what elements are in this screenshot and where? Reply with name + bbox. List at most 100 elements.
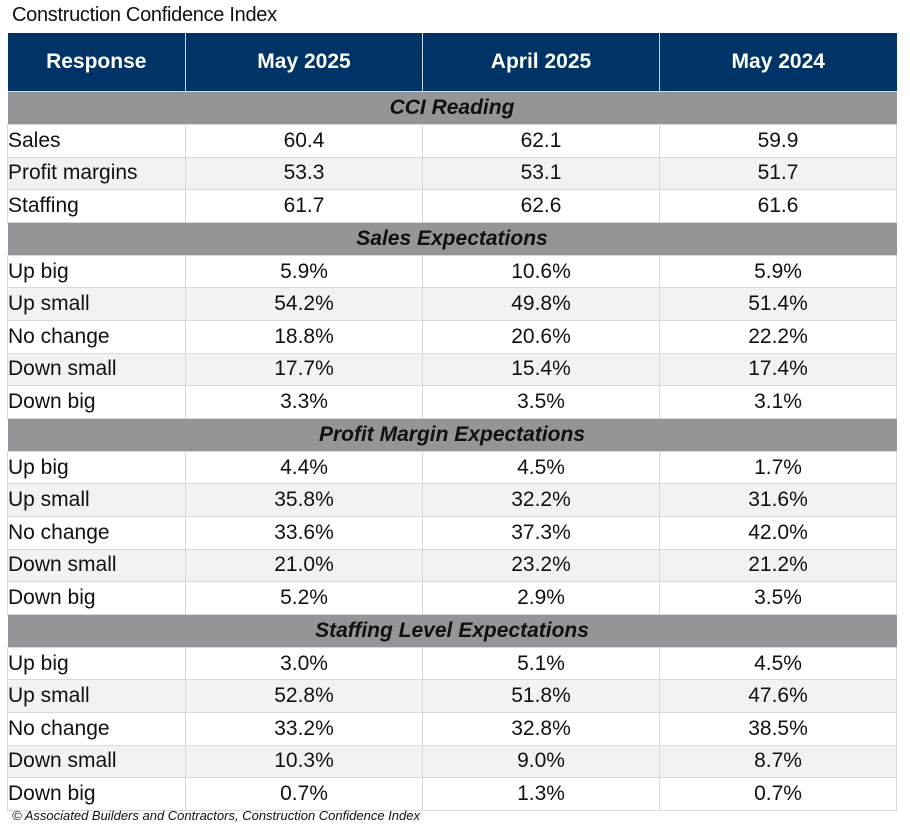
table-cell: 3.5% <box>659 581 897 615</box>
table-cell: 0.7% <box>659 777 897 811</box>
section-title: Profit Margin Expectations <box>7 417 897 452</box>
table-cell: 5.1% <box>422 646 660 680</box>
table-cell: 59.9 <box>659 124 897 158</box>
table-cell: 53.1 <box>422 156 660 190</box>
section-row: CCI Reading <box>7 91 897 125</box>
row-label: Up big <box>7 646 186 680</box>
table-cell: 53.3 <box>185 156 423 190</box>
table-row: Up small 54.2% 49.8% 51.4% <box>7 287 897 321</box>
table-cell: 54.2% <box>185 287 423 321</box>
table-cell: 60.4 <box>185 124 423 158</box>
table-cell: 32.2% <box>422 483 660 517</box>
table-cell: 20.6% <box>422 319 660 354</box>
table-cell: 37.3% <box>422 515 660 550</box>
table-row: Up big 3.0% 5.1% 4.5% <box>7 646 897 680</box>
column-header: May 2025 <box>185 33 423 92</box>
section-title: Sales Expectations <box>7 221 897 256</box>
table-cell: 9.0% <box>422 744 660 778</box>
table-cell: 47.6% <box>659 679 897 713</box>
row-label: Down small <box>7 548 186 582</box>
table-cell: 4.5% <box>422 450 660 484</box>
table-row: Profit margins 53.3 53.1 51.7 <box>7 156 897 190</box>
table-cell: 52.8% <box>185 679 423 713</box>
table-cell: 42.0% <box>659 515 897 550</box>
table-row: Sales 60.4 62.1 59.9 <box>7 124 897 158</box>
table-cell: 3.3% <box>185 385 423 419</box>
column-header: May 2024 <box>659 33 897 92</box>
table-row: No change 33.6% 37.3% 42.0% <box>7 515 897 550</box>
row-label: Up small <box>7 679 186 713</box>
table-cell: 51.4% <box>659 287 897 321</box>
table-cell: 61.7 <box>185 189 423 223</box>
table-cell: 51.7 <box>659 156 897 190</box>
table-cell: 3.0% <box>185 646 423 680</box>
table-cell: 62.6 <box>422 189 660 223</box>
row-label: Profit margins <box>7 156 186 190</box>
row-label: Down big <box>7 581 186 615</box>
column-header: Response <box>7 33 186 92</box>
table-cell: 10.3% <box>185 744 423 778</box>
table-cell: 22.2% <box>659 319 897 354</box>
table-cell: 33.6% <box>185 515 423 550</box>
table-cell: 49.8% <box>422 287 660 321</box>
table-cell: 17.4% <box>659 352 897 386</box>
row-label: Down big <box>7 777 186 811</box>
table-row: Up small 52.8% 51.8% 47.6% <box>7 679 897 713</box>
table-cell: 38.5% <box>659 711 897 745</box>
row-label: Up small <box>7 287 186 321</box>
table-cell: 3.5% <box>422 385 660 419</box>
table-cell: 5.9% <box>659 254 897 288</box>
row-label: Down small <box>7 352 186 386</box>
table-cell: 21.0% <box>185 548 423 582</box>
table-row: Staffing 61.7 62.6 61.6 <box>7 189 897 223</box>
row-label: Down small <box>7 744 186 778</box>
table-cell: 3.1% <box>659 385 897 419</box>
table-row: Down small 21.0% 23.2% 21.2% <box>7 548 897 582</box>
table-row: Down big 3.3% 3.5% 3.1% <box>7 385 897 419</box>
table-row: Up small 35.8% 32.2% 31.6% <box>7 483 897 517</box>
table-cell: 61.6 <box>659 189 897 223</box>
table-cell: 62.1 <box>422 124 660 158</box>
table-row: Down big 0.7% 1.3% 0.7% <box>7 777 897 811</box>
table-cell: 0.7% <box>185 777 423 811</box>
table-row: No change 18.8% 20.6% 22.2% <box>7 319 897 354</box>
row-label: No change <box>7 515 186 550</box>
section-row: Sales Expectations <box>7 221 897 256</box>
table-row: Up big 5.9% 10.6% 5.9% <box>7 254 897 288</box>
table-cell: 18.8% <box>185 319 423 354</box>
row-label: Staffing <box>7 189 186 223</box>
table-cell: 4.5% <box>659 646 897 680</box>
section-title: Staffing Level Expectations <box>7 613 897 648</box>
table-cell: 8.7% <box>659 744 897 778</box>
table-cell: 1.3% <box>422 777 660 811</box>
row-label: No change <box>7 711 186 745</box>
section-row: Staffing Level Expectations <box>7 613 897 648</box>
row-label: Up small <box>7 483 186 517</box>
table-row: Down big 5.2% 2.9% 3.5% <box>7 581 897 615</box>
table-cell: 5.9% <box>185 254 423 288</box>
table-cell: 2.9% <box>422 581 660 615</box>
table-cell: 32.8% <box>422 711 660 745</box>
table-cell: 31.6% <box>659 483 897 517</box>
table-cell: 15.4% <box>422 352 660 386</box>
row-label: Down big <box>7 385 186 419</box>
cci-table: Response May 2025 April 2025 May 2024 CCI R… <box>7 33 897 811</box>
section-row: Profit Margin Expectations <box>7 417 897 452</box>
table-cell: 23.2% <box>422 548 660 582</box>
header-row: Response May 2025 April 2025 May 2024 <box>7 33 897 92</box>
table-title: Construction Confidence Index <box>12 4 277 26</box>
table-row: Down small 17.7% 15.4% 17.4% <box>7 352 897 386</box>
row-label: Up big <box>7 450 186 484</box>
table-cell: 10.6% <box>422 254 660 288</box>
table-cell: 35.8% <box>185 483 423 517</box>
table-cell: 33.2% <box>185 711 423 745</box>
table-cell: 5.2% <box>185 581 423 615</box>
column-header: April 2025 <box>422 33 660 92</box>
row-label: Sales <box>7 124 186 158</box>
table-cell: 4.4% <box>185 450 423 484</box>
table-row: No change 33.2% 32.8% 38.5% <box>7 711 897 745</box>
section-title: CCI Reading <box>7 91 897 125</box>
table-cell: 21.2% <box>659 548 897 582</box>
table-row: Up big 4.4% 4.5% 1.7% <box>7 450 897 484</box>
footnote: © Associated Builders and Contractors, C… <box>12 808 420 823</box>
